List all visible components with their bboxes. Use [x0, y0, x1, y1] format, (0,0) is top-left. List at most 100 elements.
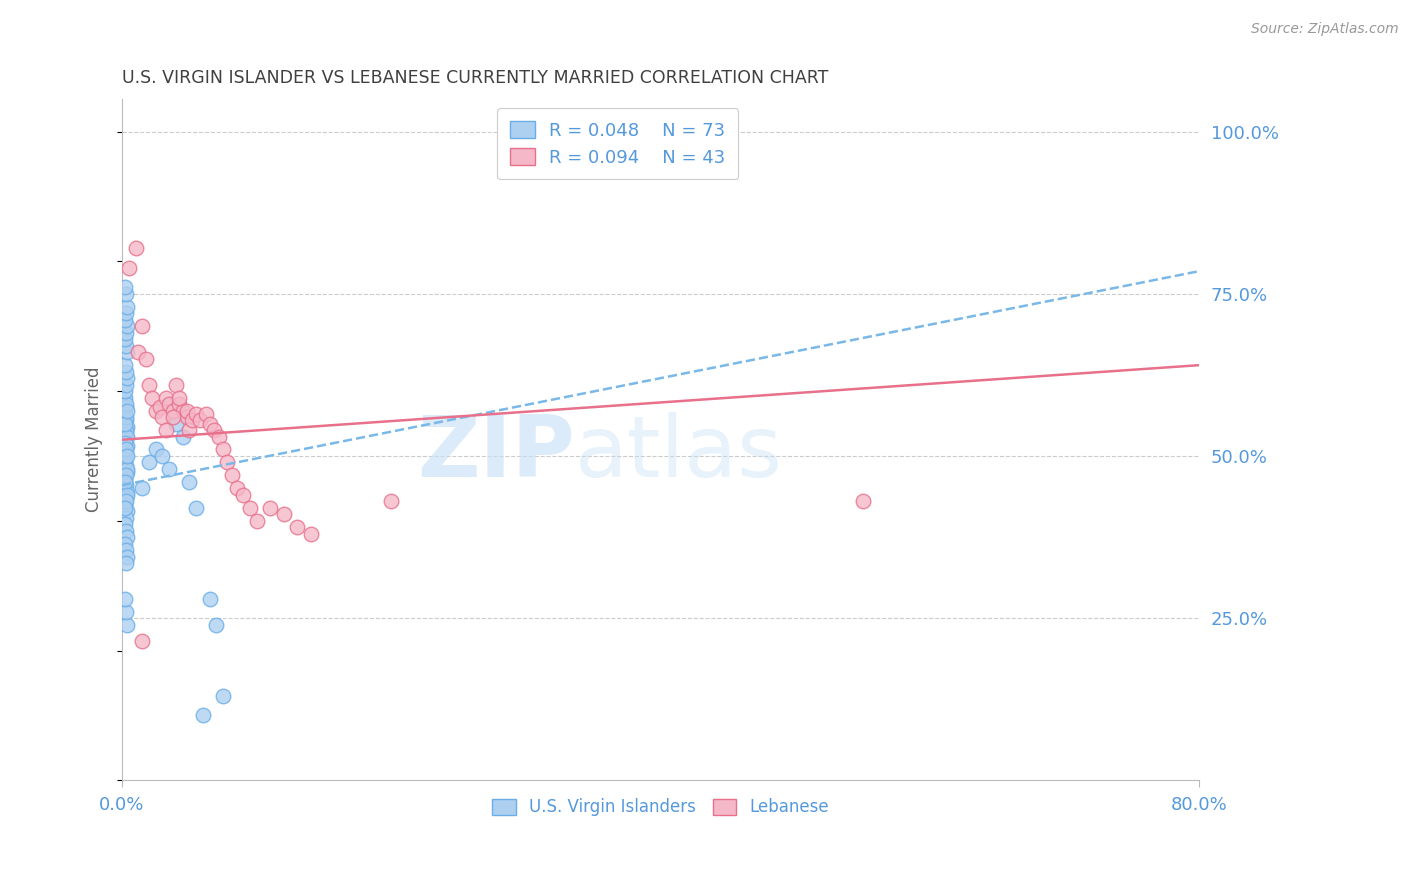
Point [117, 300, 139, 314]
Point [124, 241, 146, 255]
Point [114, 312, 136, 326]
Point [117, 484, 139, 499]
Point [179, 423, 201, 437]
Point [115, 494, 138, 508]
Point [172, 429, 194, 443]
Point [114, 517, 136, 532]
Point [138, 455, 160, 469]
Point [115, 413, 138, 427]
Point [114, 384, 136, 398]
Point [117, 403, 139, 417]
Point [115, 306, 138, 320]
Point [141, 391, 163, 405]
Point [117, 345, 139, 359]
Point [115, 605, 138, 619]
Point [198, 417, 221, 431]
Point [202, 423, 225, 437]
Point [114, 500, 136, 515]
Point [246, 514, 269, 528]
Point [114, 475, 136, 489]
Point [212, 442, 235, 457]
Point [117, 449, 139, 463]
Point [114, 433, 136, 447]
Point [114, 498, 136, 512]
Point [181, 413, 204, 427]
Point [127, 345, 149, 359]
Point [117, 549, 139, 564]
Point [117, 617, 139, 632]
Point [155, 391, 177, 405]
Point [115, 365, 138, 379]
Point [115, 491, 138, 505]
Point [117, 465, 139, 479]
Point [131, 319, 153, 334]
Point [114, 591, 136, 606]
Point [194, 407, 217, 421]
Point [115, 510, 138, 524]
Point [145, 403, 167, 417]
Point [114, 436, 136, 450]
Point [115, 458, 138, 473]
Point [115, 377, 138, 392]
Point [179, 475, 201, 489]
Point [380, 494, 402, 508]
Point [205, 617, 228, 632]
Point [217, 455, 239, 469]
Point [118, 260, 141, 275]
Point [184, 500, 207, 515]
Point [117, 462, 139, 476]
Point [117, 429, 139, 443]
Point [172, 403, 194, 417]
Point [115, 410, 138, 425]
Point [191, 708, 214, 723]
Point [115, 478, 138, 492]
Point [115, 326, 138, 340]
Point [115, 286, 138, 301]
Point [198, 591, 221, 606]
Point [138, 377, 160, 392]
Point [152, 410, 174, 425]
Point [114, 358, 136, 372]
Point [115, 426, 138, 441]
Point [157, 462, 180, 476]
Point [165, 417, 187, 431]
Point [131, 633, 153, 648]
Point [852, 494, 875, 508]
Point [176, 403, 198, 417]
Point [167, 391, 190, 405]
Y-axis label: Currently Married: Currently Married [86, 367, 103, 513]
Point [114, 332, 136, 346]
Text: Source: ZipAtlas.com: Source: ZipAtlas.com [1251, 22, 1399, 37]
Point [115, 423, 138, 437]
Point [273, 508, 295, 522]
Point [232, 488, 254, 502]
Point [259, 500, 281, 515]
Point [176, 410, 198, 425]
Point [162, 403, 184, 417]
Point [117, 530, 139, 544]
Point [114, 280, 136, 294]
Point [115, 401, 138, 415]
Point [115, 446, 138, 460]
Point [114, 407, 136, 421]
Point [239, 500, 262, 515]
Point [115, 543, 138, 558]
Point [188, 413, 211, 427]
Point [208, 429, 231, 443]
Point [184, 407, 207, 421]
Point [114, 536, 136, 550]
Point [165, 377, 187, 392]
Point [131, 482, 153, 496]
Point [115, 442, 138, 457]
Point [117, 371, 139, 385]
Point [221, 468, 243, 483]
Point [155, 423, 177, 437]
Legend: U.S. Virgin Islanders, Lebanese: U.S. Virgin Islanders, Lebanese [486, 792, 835, 823]
Point [117, 419, 139, 434]
Text: ZIP: ZIP [416, 412, 575, 495]
Point [117, 504, 139, 518]
Point [149, 401, 172, 415]
Point [114, 472, 136, 486]
Point [225, 482, 247, 496]
Point [299, 526, 322, 541]
